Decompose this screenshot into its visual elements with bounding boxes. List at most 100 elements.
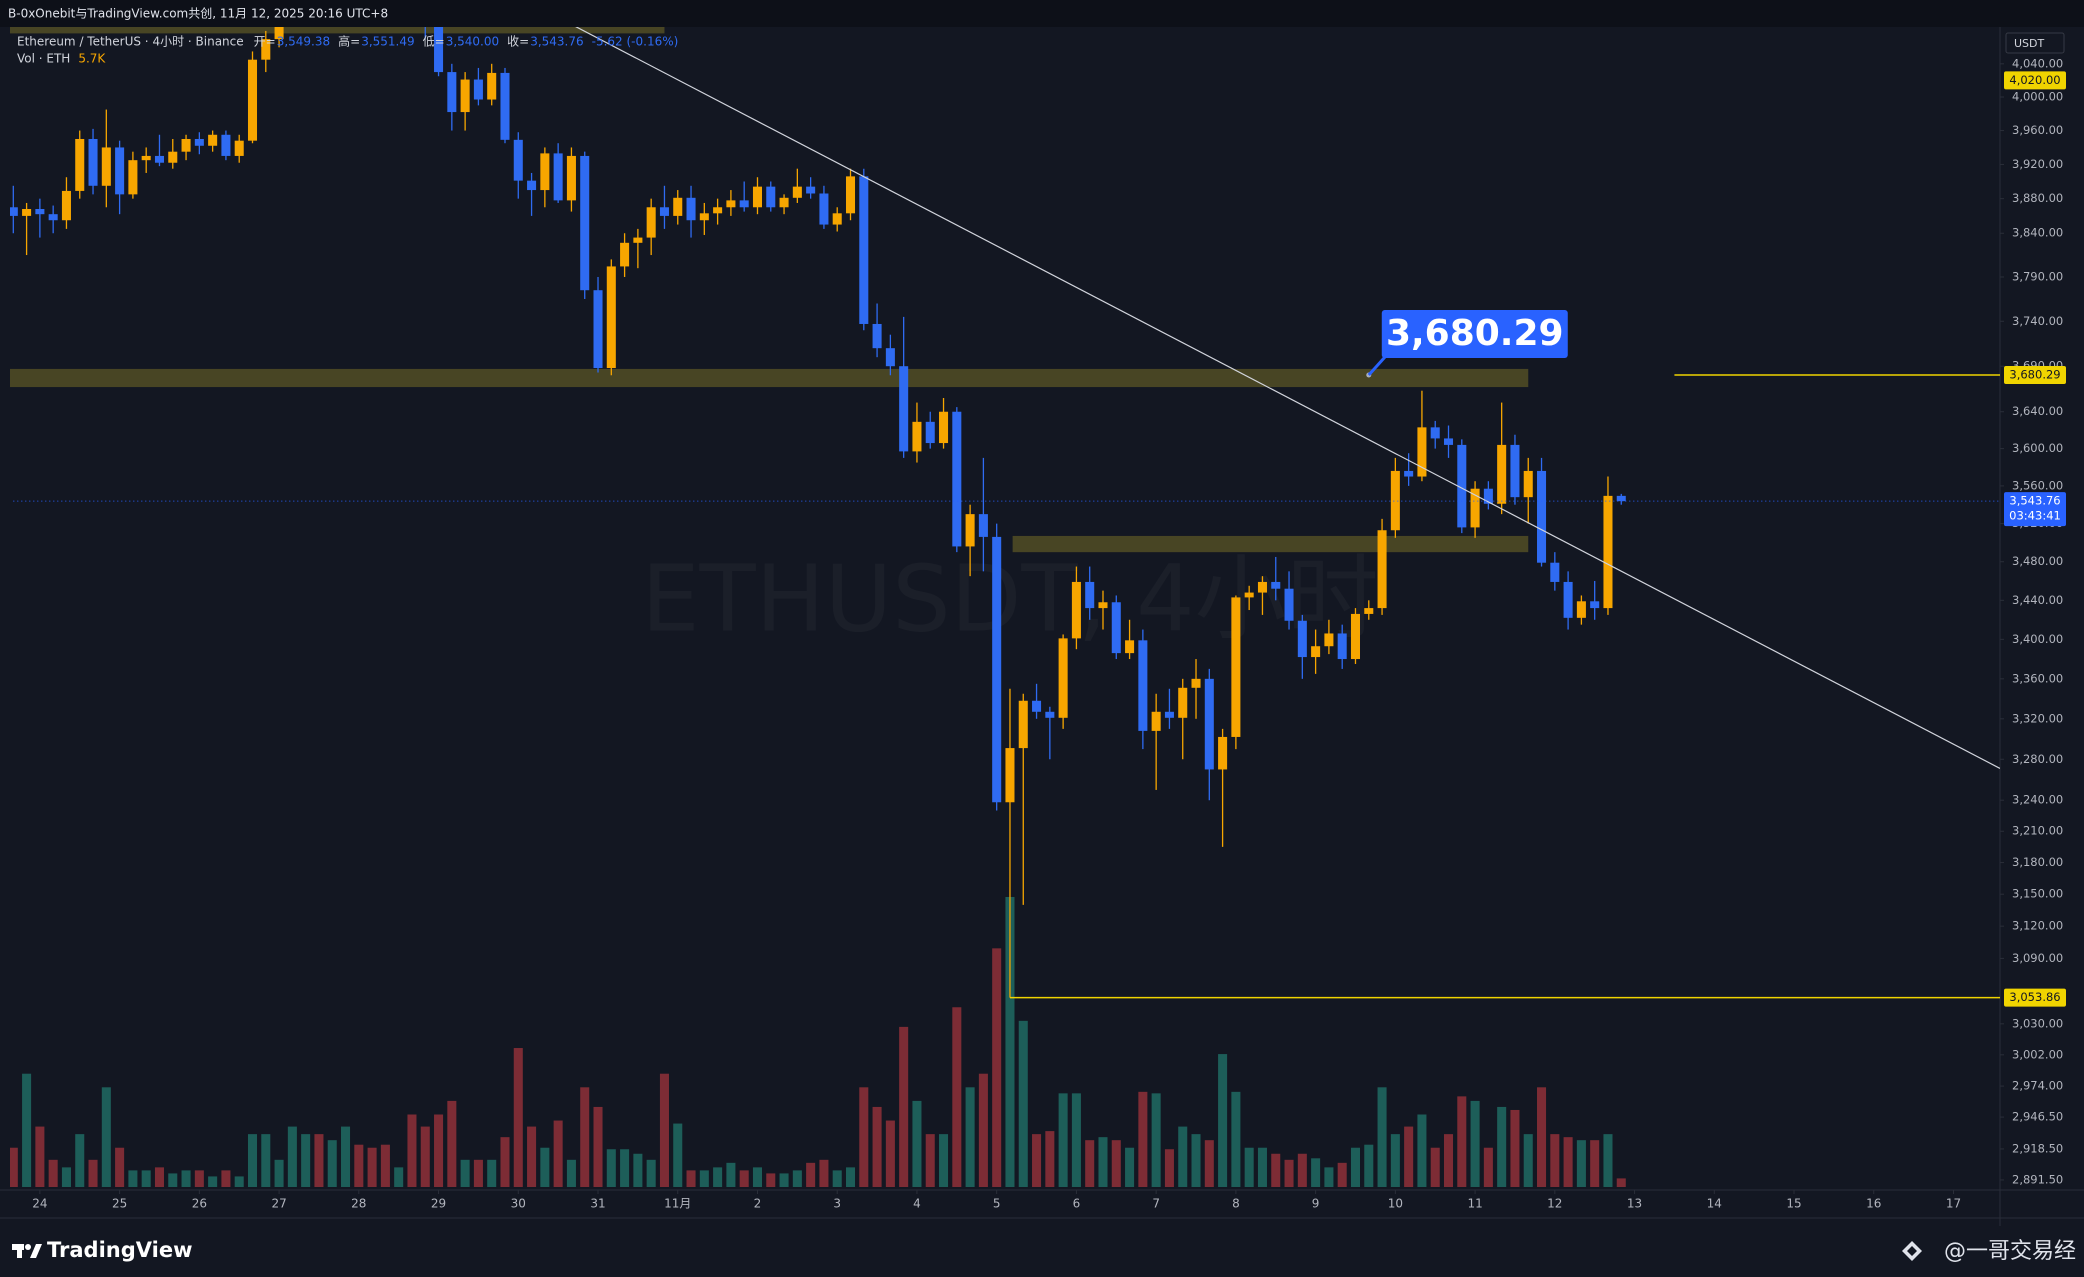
candle-body [1417,427,1427,477]
candle-body [1510,444,1520,498]
x-tick-label: 30 [511,1197,526,1211]
tradingview-logo [12,1244,42,1258]
candle-body [1311,646,1321,658]
volume-bar [527,1126,537,1187]
volume-bar [992,948,1002,1187]
candle-body [194,138,204,146]
plot-area: ETHUSDT, 4小时 3,680.29 [10,27,2000,1187]
x-tick-label: 25 [112,1197,127,1211]
candle-body [699,213,709,221]
logo-shape [25,1244,31,1250]
volume-bar [912,1100,922,1187]
volume-bar [899,1026,909,1187]
volume-bar [1032,1134,1042,1187]
y-tick-label: 3,960.00 [2012,123,2063,137]
volume-bar [1218,1054,1228,1187]
y-tick-label: 2,946.50 [2012,1110,2063,1124]
y-tick-label: 3,320.00 [2012,711,2063,725]
volume-bar [487,1159,497,1187]
candle-body [832,213,842,225]
logo-shape [30,1244,42,1258]
candle-body [181,138,191,152]
volume-bar [885,1120,895,1187]
y-tick-label: 3,740.00 [2012,314,2063,328]
candle-body [1324,633,1334,647]
x-tick-label: 27 [271,1197,286,1211]
candle-body [1576,601,1586,618]
candle-body [1071,581,1081,639]
candle-body [792,186,802,198]
candle-body [1191,678,1201,688]
volume-bar [1616,1178,1626,1187]
candle-body [885,348,895,367]
volume-bar [1576,1140,1586,1187]
legend-text: -5.62 (-0.16%) [592,35,679,49]
candle-body [1457,444,1467,528]
legend-text: 高= [338,34,360,49]
y-tick-label: 3,002.00 [2012,1047,2063,1061]
candle-body [1550,562,1560,582]
x-tick-label: 11月 [664,1197,691,1211]
volume-bar [1058,1093,1068,1187]
candle-body [540,153,550,191]
volume-bar [22,1073,32,1187]
volume-bar [380,1144,390,1187]
candle-body [487,72,497,100]
y-tick-label: 3,440.00 [2012,593,2063,607]
volume-bar [739,1170,749,1187]
volume-bar [620,1149,630,1187]
candle-body [208,134,218,146]
candle-body [1178,687,1188,718]
volume-bar [633,1153,643,1187]
candle-body [633,237,643,243]
candle-body [1204,678,1214,770]
candle-body [1284,588,1294,621]
volume-bar [1111,1140,1121,1187]
candle-body [752,186,763,208]
volume-bar [513,1048,523,1187]
volume-bar [101,1087,111,1187]
candle-body [912,421,922,452]
candle-body [1483,488,1493,504]
candle-body [35,208,45,215]
legend-text: 低= [423,35,445,49]
candle-body [48,214,58,221]
volume-bar [75,1134,85,1187]
candle-body [1271,581,1281,589]
y-tick-label: 3,400.00 [2012,632,2063,646]
volume-bar [1071,1093,1081,1187]
callout-pointer [1367,353,1388,377]
volume-bar [1005,896,1015,1187]
volume-bar [48,1159,58,1187]
x-tick-label: 31 [590,1197,605,1211]
volume-bar [1204,1140,1214,1187]
candle-body [925,421,935,444]
y-tick-label: 3,150.00 [2012,887,2063,901]
candle-body [673,197,683,216]
volume-bar [500,1137,510,1187]
y-tick-label: 3,240.00 [2012,793,2063,807]
candle-body [1098,602,1108,609]
legend-text: Vol · ETH [17,52,70,66]
volume-bar [1443,1134,1454,1187]
candle-body [1032,700,1042,712]
volume-bar [394,1167,404,1187]
volume-bar [1550,1134,1560,1187]
volume-bar [1178,1126,1188,1187]
candle-body [1138,640,1148,731]
candle-body [779,197,789,208]
price-zone [1012,535,1529,553]
y-tick-label: 2,891.50 [2012,1172,2063,1186]
candle-body [593,290,603,369]
legend-text: 收= [507,35,529,49]
legend-text: 开= [254,35,276,49]
x-tick-label: 5 [993,1197,1001,1211]
price-label-text: 3,680.29 [2009,368,2060,382]
candle-body [739,200,749,208]
y-tick-label: 2,974.00 [2012,1079,2063,1093]
candle-body [845,176,856,214]
top-bar [0,0,2084,27]
volume-bar [447,1100,457,1187]
candle-body [766,186,776,208]
